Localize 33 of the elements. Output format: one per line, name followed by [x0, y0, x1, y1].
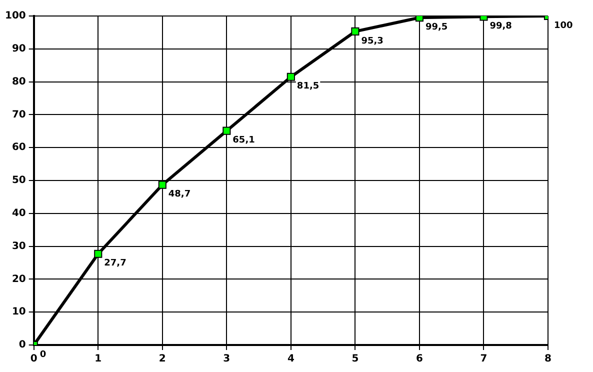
x-tick-label: 2 — [158, 354, 166, 365]
x-tick-label: 0 — [30, 354, 38, 365]
y-tick-label: 20 — [12, 274, 26, 285]
point — [158, 180, 166, 189]
y-tick-label: 10 — [12, 306, 26, 318]
point — [222, 126, 231, 135]
data-label: 27,7 — [104, 258, 126, 269]
y-tick-label: 100 — [5, 10, 26, 22]
data-label: 48,7 — [168, 190, 191, 200]
x-tick-label: 1 — [94, 354, 102, 365]
x-tick-label: 8 — [544, 354, 552, 365]
data-label: 99,5 — [425, 22, 448, 32]
data-label: 65,1 — [232, 136, 255, 146]
y-tick-label: 70 — [12, 109, 26, 120]
x-tick-label: 4 — [287, 354, 294, 365]
x-tick-label: 5 — [352, 354, 359, 365]
x-tick-label: 7 — [480, 354, 488, 365]
point — [351, 27, 360, 36]
y-tick-label: 40 — [12, 208, 26, 219]
y-tick-label: 80 — [12, 76, 26, 88]
y-tick-label: 30 — [12, 240, 26, 252]
y-tick-label: 50 — [12, 175, 26, 186]
y-tick-label: 60 — [12, 142, 26, 154]
data-label: 81,5 — [296, 82, 320, 92]
y-tick-label: 0 — [18, 340, 26, 351]
x-tick-label: 6 — [416, 354, 423, 365]
data-label: 95,3 — [361, 36, 384, 46]
y-tick-label: 90 — [12, 43, 26, 54]
x-tick-label: 3 — [223, 354, 230, 365]
point — [286, 72, 295, 81]
point — [94, 250, 102, 258]
data-label: 100 — [554, 20, 573, 31]
data-label: 99,8 — [490, 22, 512, 32]
